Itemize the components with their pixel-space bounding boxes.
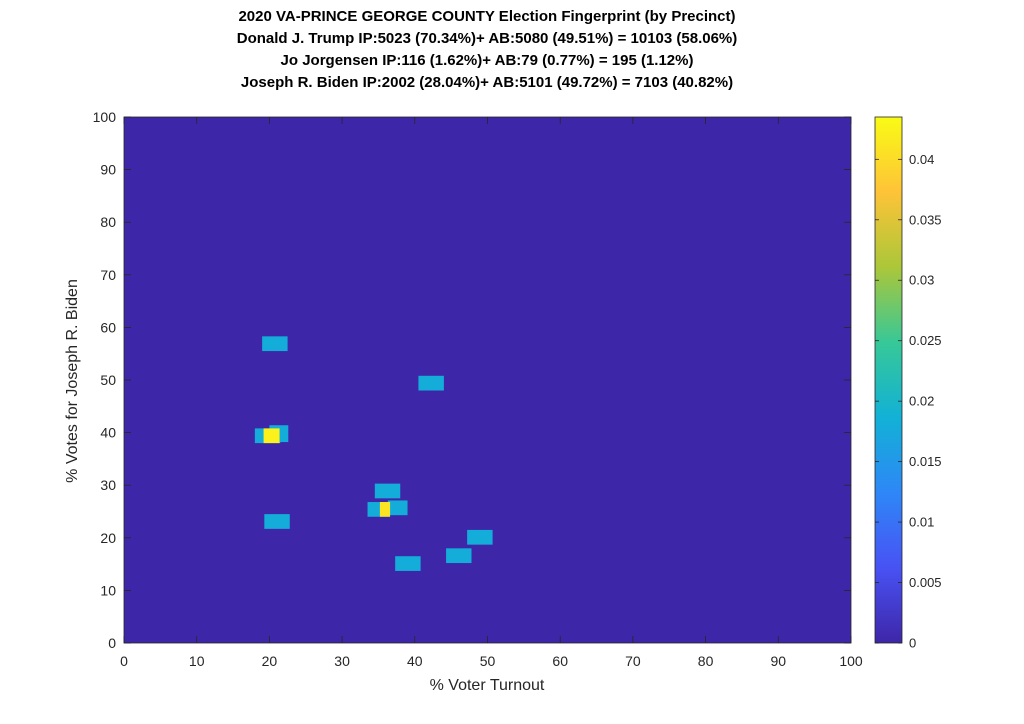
colorbar-tick-label: 0.025 [909,333,942,348]
x-tick-label: 80 [698,653,714,669]
heatmap-cell [264,514,290,529]
y-tick-label: 60 [100,319,116,335]
x-tick-label: 20 [262,653,278,669]
y-tick-label: 0 [108,635,116,651]
colorbar: 0 0.005 0.01 0.015 0.02 0.025 0.03 0.035 0.04 [874,116,942,651]
y-tick-label: 30 [100,477,116,493]
title-line-1: 2020 VA-PRINCE GEORGE COUNTY Election Fi… [238,8,735,25]
y-tick-label: 80 [100,214,116,230]
colorbar-tick-label: 0.03 [909,273,934,288]
colorbar-tick-label: 0.04 [909,152,934,167]
x-tick-label: 10 [189,653,205,669]
heatmap-cell [467,529,493,545]
x-tick-label: 70 [625,653,641,669]
title-line-4: Joseph R. Biden IP:2002 (28.04%)+ AB:510… [241,74,733,91]
heatmap-cell [418,375,444,391]
heatmap-cell [379,502,391,517]
y-tick-label: 90 [100,162,116,178]
x-tick-label: 50 [480,653,496,669]
x-tick-label: 0 [120,653,128,669]
colorbar-tick-label: 0.015 [909,454,942,469]
y-tick-label: 10 [100,582,116,598]
y-tick-label: 50 [100,372,116,388]
chart-title: 2020 VA-PRINCE GEORGE COUNTY Election Fi… [237,8,738,91]
colorbar-tick-label: 0.005 [909,575,942,590]
x-tick-label: 30 [334,653,350,669]
y-tick-label: 100 [93,109,117,125]
heatmap-background [124,117,851,643]
colorbar-gradient [874,116,903,644]
colorbar-tick-label: 0.02 [909,394,934,409]
y-axis-label: % Votes for Joseph R. Biden [64,279,81,483]
heatmap-cell [263,428,280,444]
axes: 0 10 20 30 40 50 60 70 80 90 100 0 10 20 30 40 50 60 70 80 9… [93,109,863,669]
heatmap-cell [262,336,288,352]
colorbar-tick-label: 0 [909,636,916,651]
heatmap-cell [387,500,408,516]
x-tick-label: 40 [407,653,423,669]
heatmap-cells [254,336,493,571]
title-line-3: Jo Jorgensen IP:116 (1.62%)+ AB:79 (0.77… [281,52,694,69]
colorbar-tick-label: 0.01 [909,515,934,530]
y-tick-label: 20 [100,530,116,546]
heatmap-cell [446,548,472,564]
y-tick-label: 40 [100,425,116,441]
title-line-2: Donald J. Trump IP:5023 (70.34%)+ AB:508… [237,30,738,47]
plot-area [124,117,851,643]
heatmap-cell [395,556,421,571]
x-tick-label: 90 [771,653,787,669]
x-tick-label: 60 [552,653,568,669]
y-tick-label: 70 [100,267,116,283]
x-axis-label: % Voter Turnout [430,677,545,694]
x-tick-label: 100 [839,653,863,669]
heatmap-cell [374,483,401,499]
colorbar-tick-label: 0.035 [909,212,942,227]
